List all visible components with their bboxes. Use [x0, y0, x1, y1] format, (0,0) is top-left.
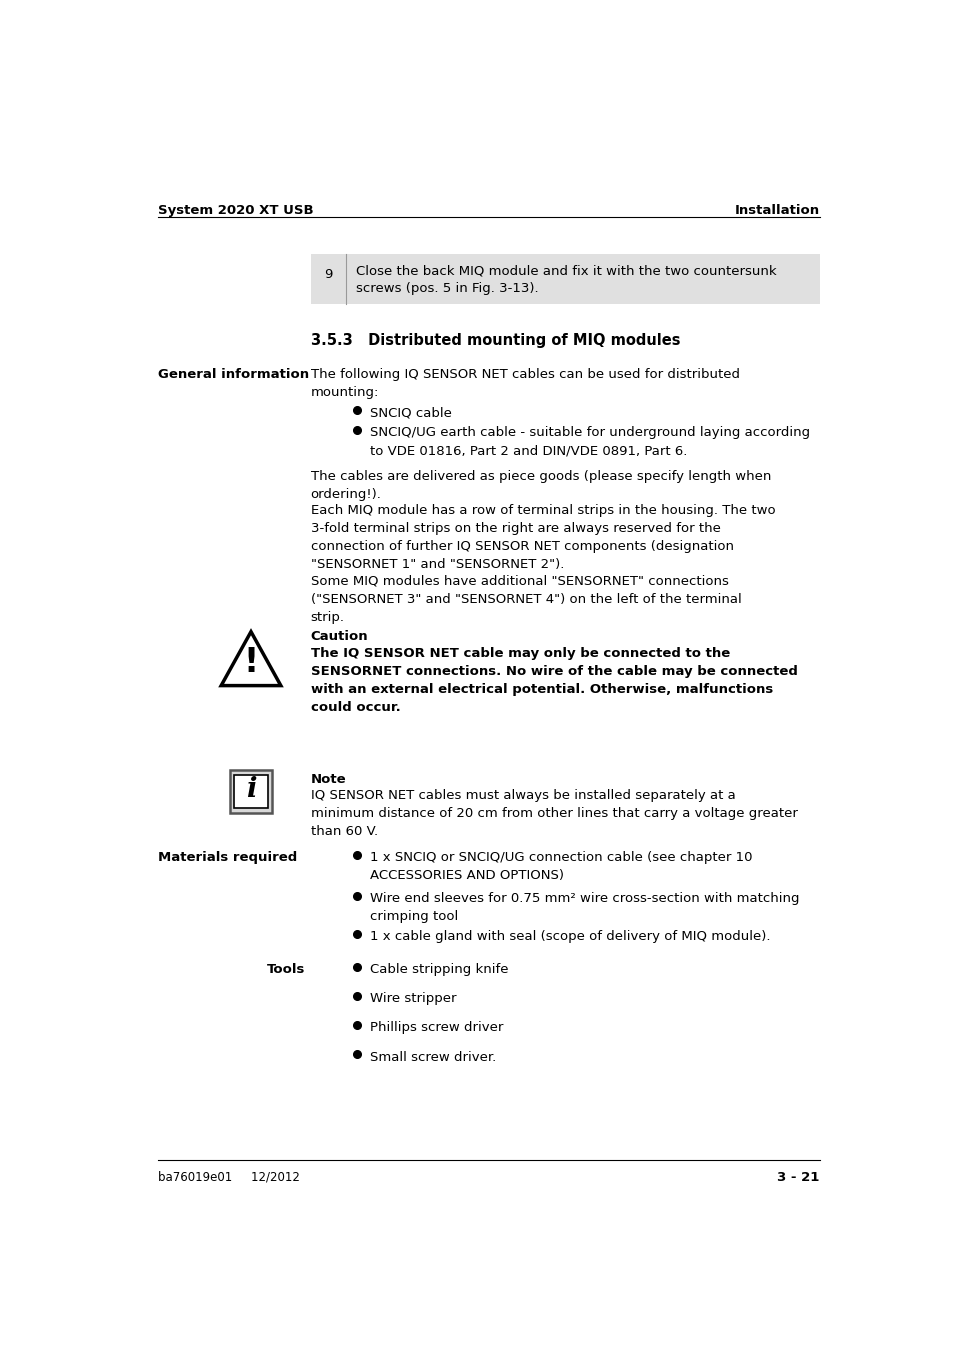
Text: SNCIQ cable: SNCIQ cable: [370, 406, 452, 418]
Bar: [311, 254, 819, 305]
Text: Wire end sleeves for 0.75 mm² wire cross-section with matching
crimping tool: Wire end sleeves for 0.75 mm² wire cross…: [370, 892, 799, 923]
Text: System 2020 XT USB: System 2020 XT USB: [158, 204, 314, 217]
Text: Cable stripping knife: Cable stripping knife: [370, 963, 508, 976]
Text: SNCIQ/UG earth cable - suitable for underground laying according
to VDE 01816, P: SNCIQ/UG earth cable - suitable for unde…: [370, 427, 810, 458]
Text: Wire stripper: Wire stripper: [370, 992, 456, 1004]
Text: The IQ SENSOR NET cable may only be connected to the
SENSORNET connections. No w: The IQ SENSOR NET cable may only be conn…: [311, 647, 797, 714]
Text: 3.5.3   Distributed mounting of MIQ modules: 3.5.3 Distributed mounting of MIQ module…: [311, 333, 679, 348]
Text: IQ SENSOR NET cables must always be installed separately at a
minimum distance o: IQ SENSOR NET cables must always be inst…: [311, 788, 797, 838]
Text: 9: 9: [324, 269, 333, 281]
Text: The following IQ SENSOR NET cables can be used for distributed
mounting:: The following IQ SENSOR NET cables can b…: [311, 369, 739, 400]
Text: Each MIQ module has a row of terminal strips in the housing. The two
3-fold term: Each MIQ module has a row of terminal st…: [311, 504, 775, 571]
Text: i: i: [246, 776, 256, 803]
Text: The cables are delivered as piece goods (please specify length when
ordering!).: The cables are delivered as piece goods …: [311, 470, 770, 501]
Text: Installation: Installation: [734, 204, 819, 217]
Text: Note: Note: [311, 772, 346, 786]
Text: Tools: Tools: [267, 963, 305, 976]
Text: Some MIQ modules have additional "SENSORNET" connections
("SENSORNET 3" and "SEN: Some MIQ modules have additional "SENSOR…: [311, 575, 740, 624]
Text: General information: General information: [158, 369, 309, 381]
Bar: [234, 775, 268, 809]
Text: Phillips screw driver: Phillips screw driver: [370, 1022, 503, 1034]
Text: 3 - 21: 3 - 21: [777, 1170, 819, 1184]
Text: ba76019e01     12/2012: ba76019e01 12/2012: [158, 1170, 299, 1184]
Text: Close the back MIQ module and fix it with the two countersunk
screws (pos. 5 in : Close the back MIQ module and fix it wit…: [355, 265, 776, 296]
Bar: [230, 771, 272, 813]
Text: 1 x cable gland with seal (scope of delivery of MIQ module).: 1 x cable gland with seal (scope of deli…: [370, 930, 770, 944]
Text: 1 x SNCIQ or SNCIQ/UG connection cable (see chapter 10
ACCESSORIES AND OPTIONS): 1 x SNCIQ or SNCIQ/UG connection cable (…: [370, 850, 752, 882]
Text: Materials required: Materials required: [158, 850, 297, 864]
Text: Small screw driver.: Small screw driver.: [370, 1050, 497, 1064]
Text: Caution: Caution: [311, 630, 368, 643]
Text: !: !: [243, 647, 258, 679]
